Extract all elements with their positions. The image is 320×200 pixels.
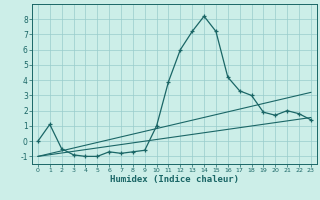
X-axis label: Humidex (Indice chaleur): Humidex (Indice chaleur) [110, 175, 239, 184]
